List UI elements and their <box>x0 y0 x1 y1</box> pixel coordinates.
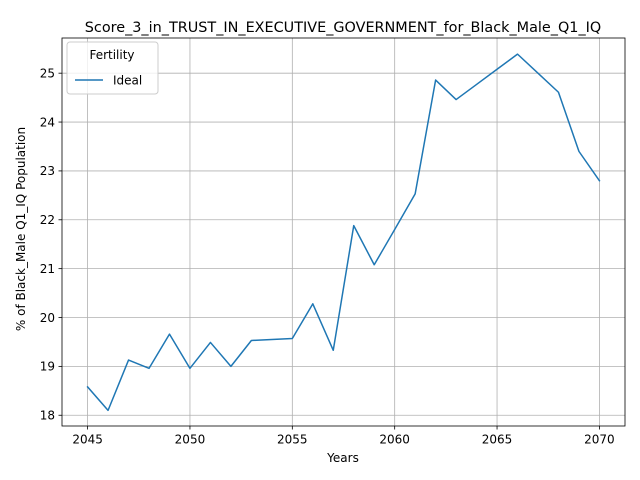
series-line-ideal <box>86 53 601 412</box>
axes-frame <box>61 37 626 427</box>
y-tick-label: 24 <box>40 115 55 129</box>
y-axis-title: % of Black_Male Q1_IQ Population <box>14 127 28 331</box>
y-tick-label: 22 <box>40 213 55 227</box>
x-tick-label: 2050 <box>175 433 206 447</box>
y-tick-label: 19 <box>40 360 55 374</box>
series-layer <box>86 53 601 412</box>
chart-title: Score_3_in_TRUST_IN_EXECUTIVE_GOVERNMENT… <box>85 20 601 36</box>
y-tick-label: 21 <box>40 262 55 276</box>
legend-title: Fertility <box>89 48 134 62</box>
x-tick-label: 2045 <box>72 433 103 447</box>
x-axis-title: Years <box>326 451 359 465</box>
y-tick-label: 18 <box>40 409 55 423</box>
y-axis-ticks: 18 19 20 21 22 23 24 25 <box>40 66 62 423</box>
legend-label-ideal: Ideal <box>113 74 142 88</box>
x-tick-label: 2070 <box>584 433 615 447</box>
y-tick-label: 25 <box>40 66 55 80</box>
x-tick-label: 2065 <box>482 433 513 447</box>
x-tick-label: 2055 <box>277 433 308 447</box>
x-axis-ticks: 2045 2050 2055 2060 2065 2070 <box>72 426 615 447</box>
x-tick-label: 2060 <box>379 433 410 447</box>
y-tick-label: 20 <box>40 311 55 325</box>
y-tick-label: 23 <box>40 164 55 178</box>
legend: Fertility Ideal <box>66 41 159 95</box>
grid <box>62 38 625 426</box>
legend-box <box>66 41 159 95</box>
